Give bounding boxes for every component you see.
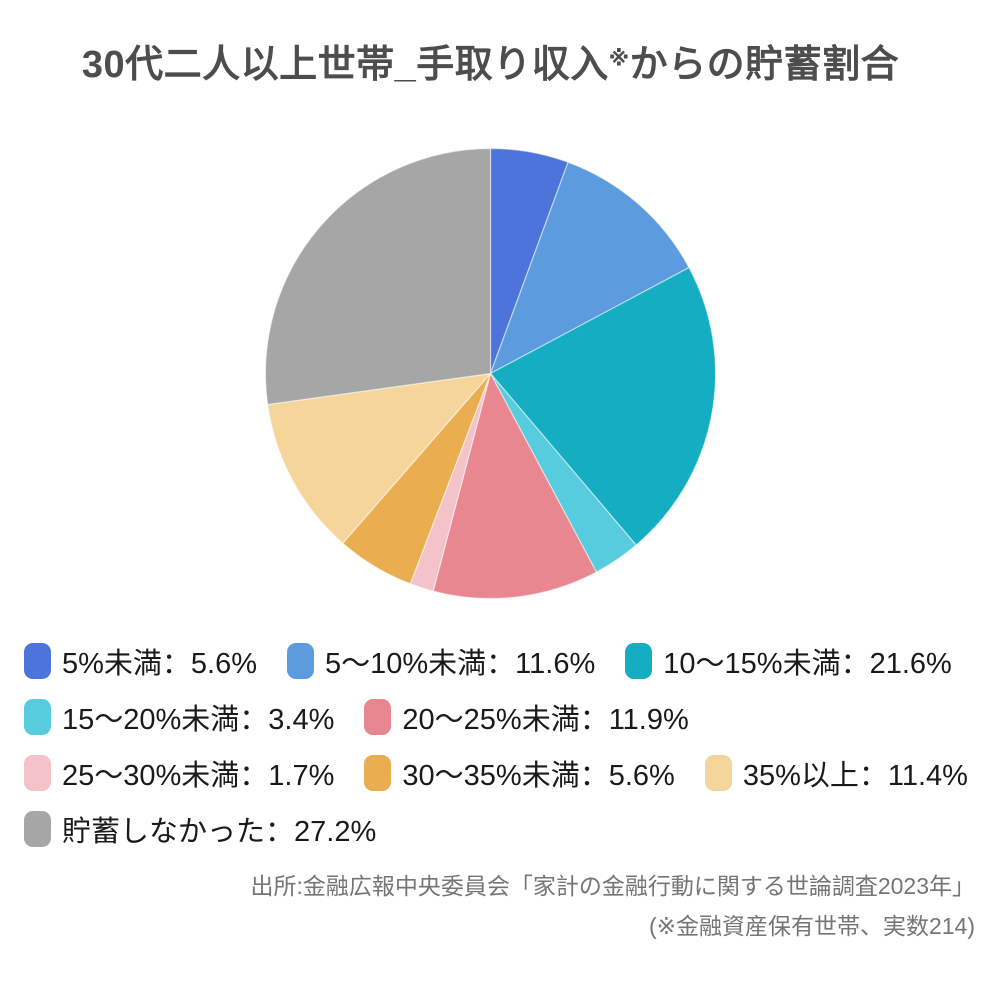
legend-swatch-6 (364, 755, 392, 791)
legend-label-7: 35%以上：11.4% (742, 760, 968, 792)
legend-item-8: 貯蓄しなかった：27.2% (24, 808, 376, 850)
legend-swatch-4 (364, 699, 392, 735)
pie-slice-7 (267, 372, 492, 544)
legend-item-3: 15〜20%未満：3.4% (24, 696, 334, 738)
title-note-mark: ※ (608, 47, 630, 71)
legend-swatch-5 (24, 755, 51, 791)
legend-item-2: 10〜15%未満：21.6% (625, 640, 952, 682)
legend-label-5: 25〜30%未満：1.7% (62, 760, 335, 792)
title-prefix: 30代二人以上世帯_手取り収入 (81, 44, 609, 86)
source-line-1: 出所:金融広報中央委員会「家計の金融行動に関する世論調査2023年」 (250, 873, 975, 899)
legend-item-4: 20〜25%未満：11.9% (364, 696, 689, 738)
title-suffix: からの貯蓄割合 (629, 44, 900, 86)
legend-swatch-8 (24, 811, 51, 847)
pie-slice-1 (489, 161, 690, 375)
legend-item-0: 5%未満：5.6% (24, 640, 257, 682)
legend-item-7: 35%以上：11.4% (704, 752, 968, 794)
pie-chart-area (264, 147, 717, 600)
legend-swatch-0 (24, 643, 51, 679)
legend-label-2: 10〜15%未満：21.6% (663, 648, 952, 680)
source-note: 出所:金融広報中央委員会「家計の金融行動に関する世論調査2023年」 (※金融資… (250, 866, 975, 946)
legend-item-5: 25〜30%未満：1.7% (24, 752, 334, 794)
legend-item-1: 5〜10%未満：11.6% (287, 640, 595, 682)
legend-swatch-3 (24, 699, 51, 735)
source-line-2: (※金融資産保有世帯、実数214) (649, 913, 975, 939)
pie-slice-4 (432, 372, 598, 600)
legend-swatch-2 (625, 643, 653, 679)
legend-item-6: 30〜35%未満：5.6% (364, 752, 675, 794)
legend-label-8: 貯蓄しなかった：27.2% (62, 816, 377, 848)
legend-label-4: 20〜25%未満：11.9% (402, 704, 689, 736)
legend-label-1: 5〜10%未満：11.6% (325, 648, 596, 680)
legend-label-0: 5%未満：5.6% (62, 648, 258, 680)
legend: 5%未満：5.6% 5〜10%未満：11.6% 10〜15%未満：21.6% 15〜2… (24, 640, 974, 850)
legend-swatch-1 (287, 643, 315, 679)
legend-label-3: 15〜20%未満：3.4% (62, 704, 335, 736)
page-title: 30代二人以上世帯_手取り収入※からの貯蓄割合 (0, 44, 981, 88)
legend-label-6: 30〜35%未満：5.6% (402, 760, 675, 792)
pie-slice-8 (264, 147, 492, 406)
legend-swatch-7 (704, 755, 732, 791)
pie-slice-2 (489, 266, 717, 546)
pie-chart (264, 147, 717, 600)
